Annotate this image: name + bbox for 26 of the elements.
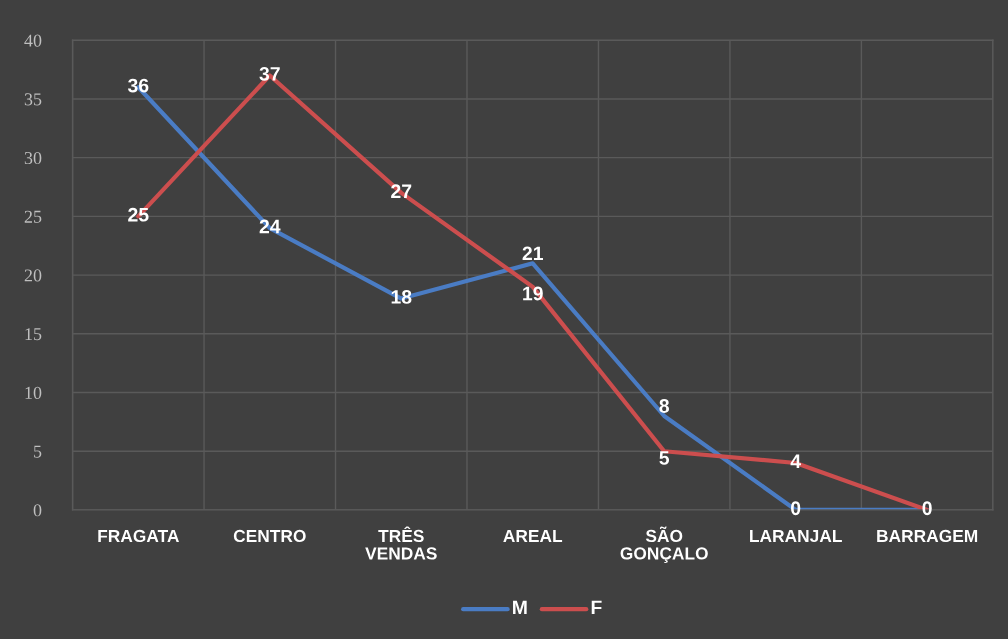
y-tick-label: 35 — [24, 93, 42, 106]
data-label: 0 — [791, 501, 801, 516]
y-tick-label: 25 — [24, 210, 42, 223]
x-tick-label: TRÊS VENDAS — [365, 526, 437, 560]
x-tick-label: SÃO GONÇALO — [620, 526, 708, 563]
data-label: 21 — [522, 246, 543, 261]
y-tick-label: 0 — [33, 504, 42, 517]
data-label: 4 — [790, 454, 801, 468]
data-label: 36 — [127, 78, 149, 93]
x-tick-label: LARANJAL — [750, 530, 842, 543]
x-tick-label: AREAL — [503, 530, 563, 542]
data-label: 8 — [659, 399, 670, 413]
y-tick-label: 10 — [25, 386, 42, 399]
x-tick-label: CENTRO — [233, 529, 306, 543]
data-label: 25 — [128, 207, 149, 222]
data-label: 37 — [259, 66, 280, 81]
x-tick-label: BARRAGEM — [877, 529, 978, 543]
x-tick-label: FRAGATA — [98, 529, 180, 543]
legend-label: F — [591, 600, 602, 615]
y-tick-label: 15 — [25, 328, 42, 341]
y-tick-label: 5 — [34, 445, 42, 458]
y-tick-label: 40 — [24, 34, 42, 47]
data-label: 5 — [659, 451, 670, 465]
y-tick-label: 20 — [24, 269, 42, 282]
y-tick-label: 30 — [24, 151, 42, 165]
legend-label: M — [513, 600, 527, 615]
